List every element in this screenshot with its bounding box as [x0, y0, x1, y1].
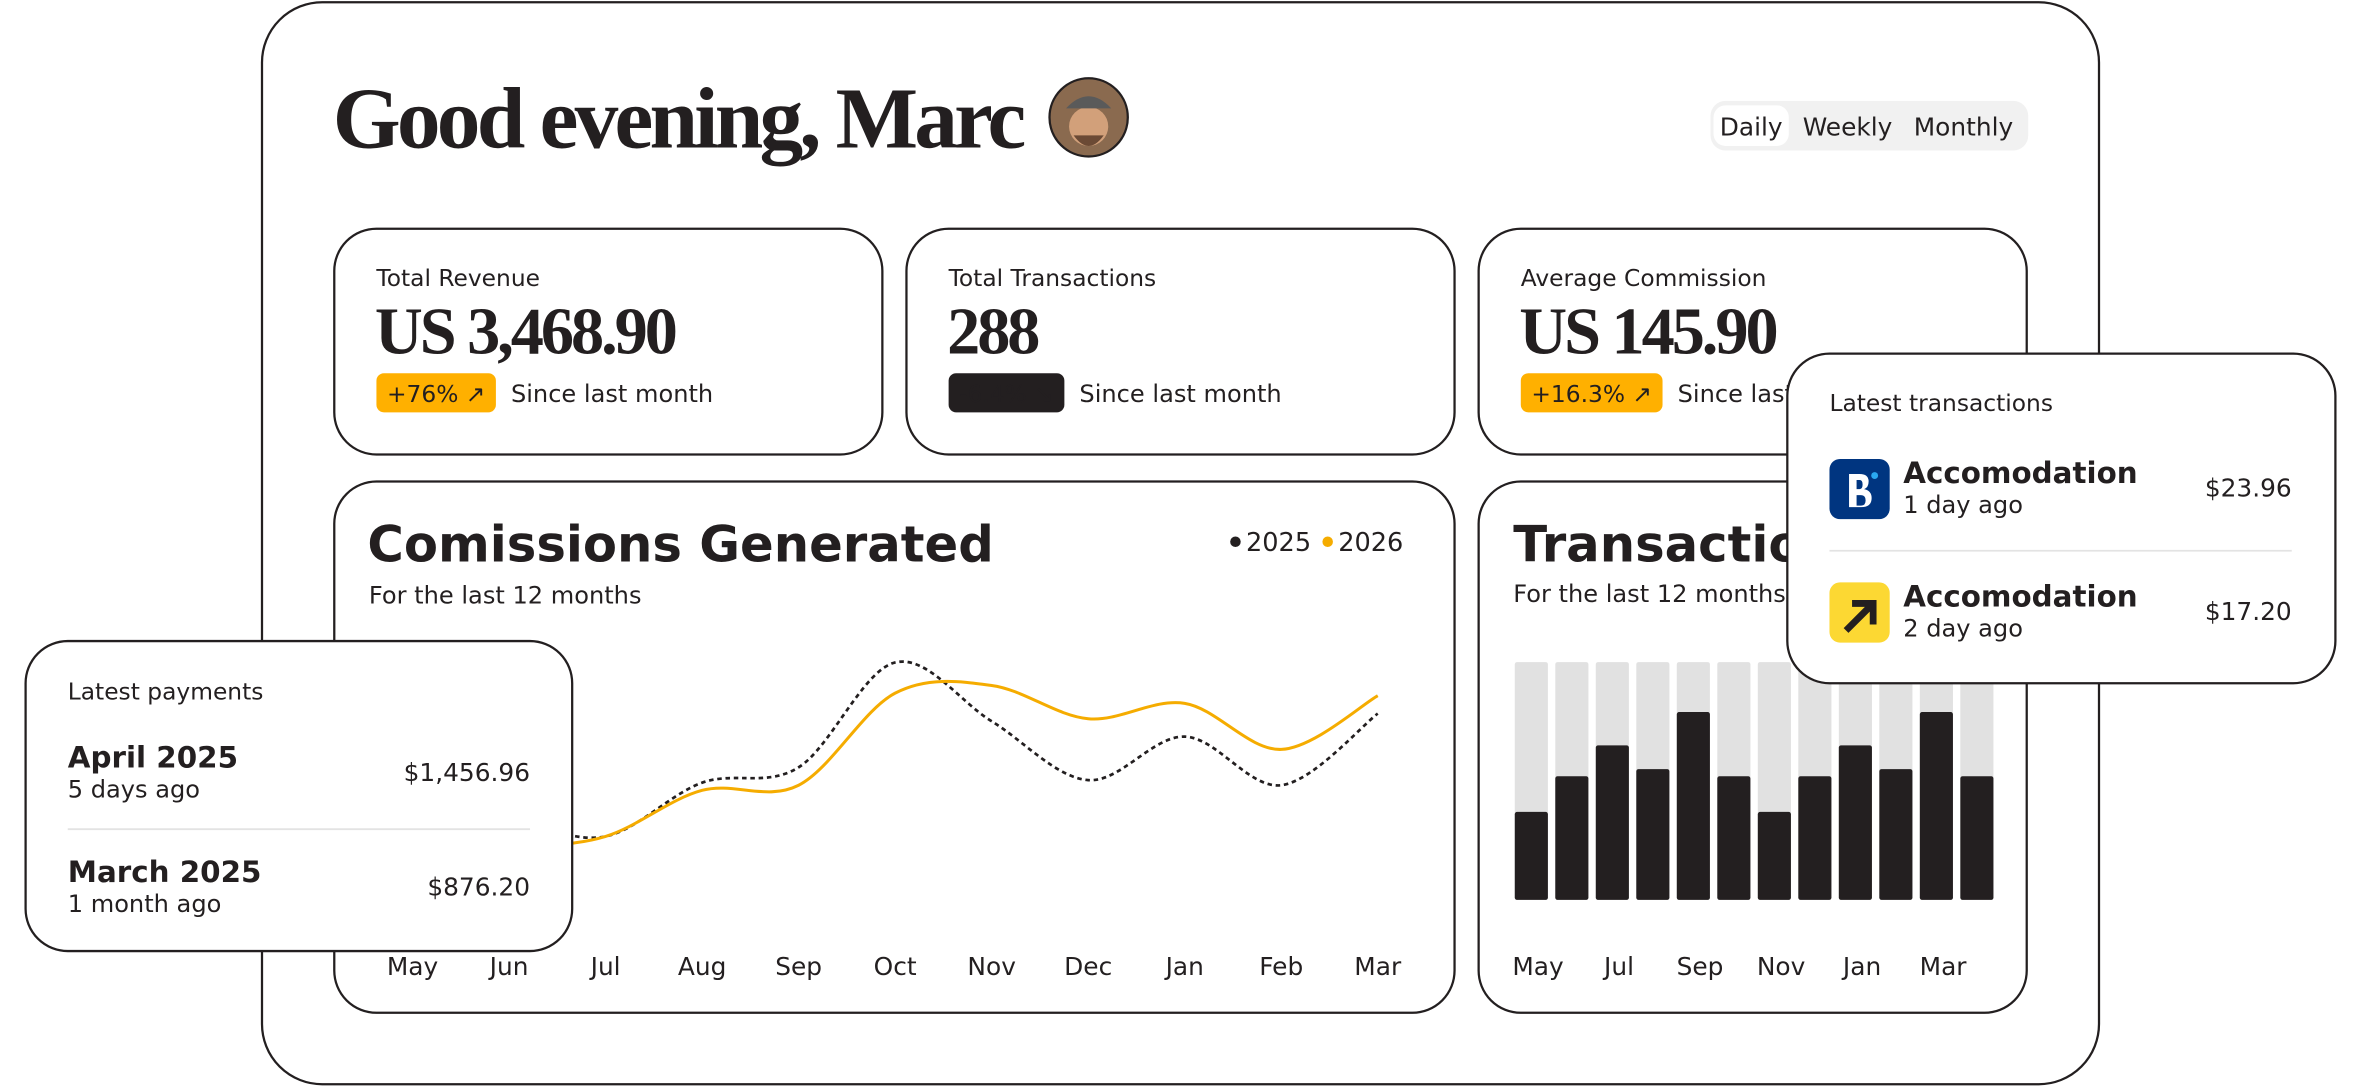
- x-tick-label: Mar: [1354, 952, 1402, 981]
- chart-subtitle: For the last 12 months: [1513, 580, 1786, 608]
- x-tick-label: Jan: [1164, 952, 1204, 981]
- x-tick-label: Nov: [967, 952, 1015, 981]
- x-tick-label: Aug: [678, 952, 726, 981]
- legend-label: 2025: [1246, 528, 1311, 558]
- bar: [1879, 769, 1913, 900]
- item-title: Accomodation: [1903, 456, 2137, 490]
- greeting: Good evening, Marc: [333, 69, 1025, 166]
- bar: [1555, 776, 1589, 900]
- x-tick-label: Oct: [874, 952, 917, 981]
- change-value: +16.3% ↗: [1531, 380, 1652, 408]
- legend-label: 2026: [1338, 528, 1403, 558]
- period-selected: [1713, 105, 1789, 146]
- legend-dot: [1230, 536, 1241, 548]
- legend-dot: [1322, 536, 1333, 548]
- bar: [1514, 811, 1548, 900]
- popup-title: Latest payments: [68, 678, 264, 706]
- item-subtitle: 5 days ago: [68, 776, 200, 804]
- item-subtitle: 1 day ago: [1903, 491, 2023, 519]
- icon-dot: [1871, 472, 1879, 479]
- item-subtitle: 1 month ago: [68, 890, 222, 918]
- bar: [1757, 811, 1791, 900]
- transactions-popup: [1786, 352, 2337, 685]
- x-tick-label: Nov: [1757, 952, 1805, 981]
- period-option[interactable]: Daily: [1720, 112, 1783, 141]
- change-badge: [948, 373, 1065, 413]
- x-tick-label: Jul: [589, 952, 621, 981]
- chart-title: Comissions Generated: [367, 515, 993, 573]
- x-tick-label: Jun: [488, 952, 529, 981]
- bar: [1919, 712, 1953, 900]
- chart-subtitle: For the last 12 months: [369, 581, 642, 609]
- avatar: [1048, 77, 1129, 158]
- x-tick-label: Feb: [1259, 952, 1303, 981]
- bar: [1960, 776, 1994, 900]
- bar: [1595, 745, 1629, 900]
- stat-value: US 145.90: [1519, 296, 1776, 369]
- stat-value: 288: [947, 296, 1038, 369]
- change-note: Since last month: [1079, 380, 1281, 408]
- period-option[interactable]: Monthly: [1914, 112, 2013, 141]
- item-amount: $876.20: [427, 872, 530, 901]
- line-series: [412, 660, 1379, 843]
- item-title: Accomodation: [1903, 579, 2137, 613]
- bar: [1798, 776, 1832, 900]
- x-tick-label: Jan: [1841, 952, 1881, 981]
- x-tick-label: Sep: [775, 952, 822, 981]
- popup-title: Latest transactions: [1829, 389, 2053, 417]
- payments-popup: [24, 639, 574, 953]
- x-tick-label: May: [387, 952, 438, 981]
- bar: [1636, 769, 1670, 900]
- bar: [1717, 776, 1751, 900]
- period-option[interactable]: Weekly: [1803, 112, 1893, 141]
- change-badge: [376, 373, 496, 413]
- stat-label: Average Commission: [1521, 264, 1767, 292]
- stat-value: US 3,468.90: [375, 296, 676, 369]
- stat-label: Total Revenue: [375, 264, 540, 292]
- period-toggle: [1710, 100, 2029, 151]
- item-amount: $1,456.96: [404, 758, 530, 787]
- change-value: -6.4% ↘: [959, 380, 1054, 408]
- x-tick-label: Mar: [1920, 952, 1968, 981]
- x-tick-label: Jul: [1602, 952, 1634, 981]
- item-amount: $17.20: [2205, 597, 2292, 626]
- x-tick-label: Sep: [1677, 952, 1724, 981]
- item-title: April 2025: [68, 740, 238, 774]
- item-amount: $23.96: [2205, 474, 2292, 503]
- change-note: Since last month: [511, 380, 713, 408]
- change-value: +76% ↗: [387, 380, 485, 408]
- stat-label: Total Transactions: [948, 264, 1157, 292]
- item-subtitle: 2 day ago: [1903, 615, 2023, 643]
- bar: [1838, 745, 1872, 900]
- icon-glyph: [1843, 600, 1877, 633]
- line-series: [412, 679, 1379, 867]
- icon-glyph: [1849, 474, 1872, 508]
- bar: [1676, 712, 1710, 900]
- x-tick-label: Dec: [1064, 952, 1112, 981]
- item-title: March 2025: [68, 855, 262, 889]
- change-badge: [1520, 373, 1663, 413]
- x-tick-label: May: [1512, 952, 1563, 981]
